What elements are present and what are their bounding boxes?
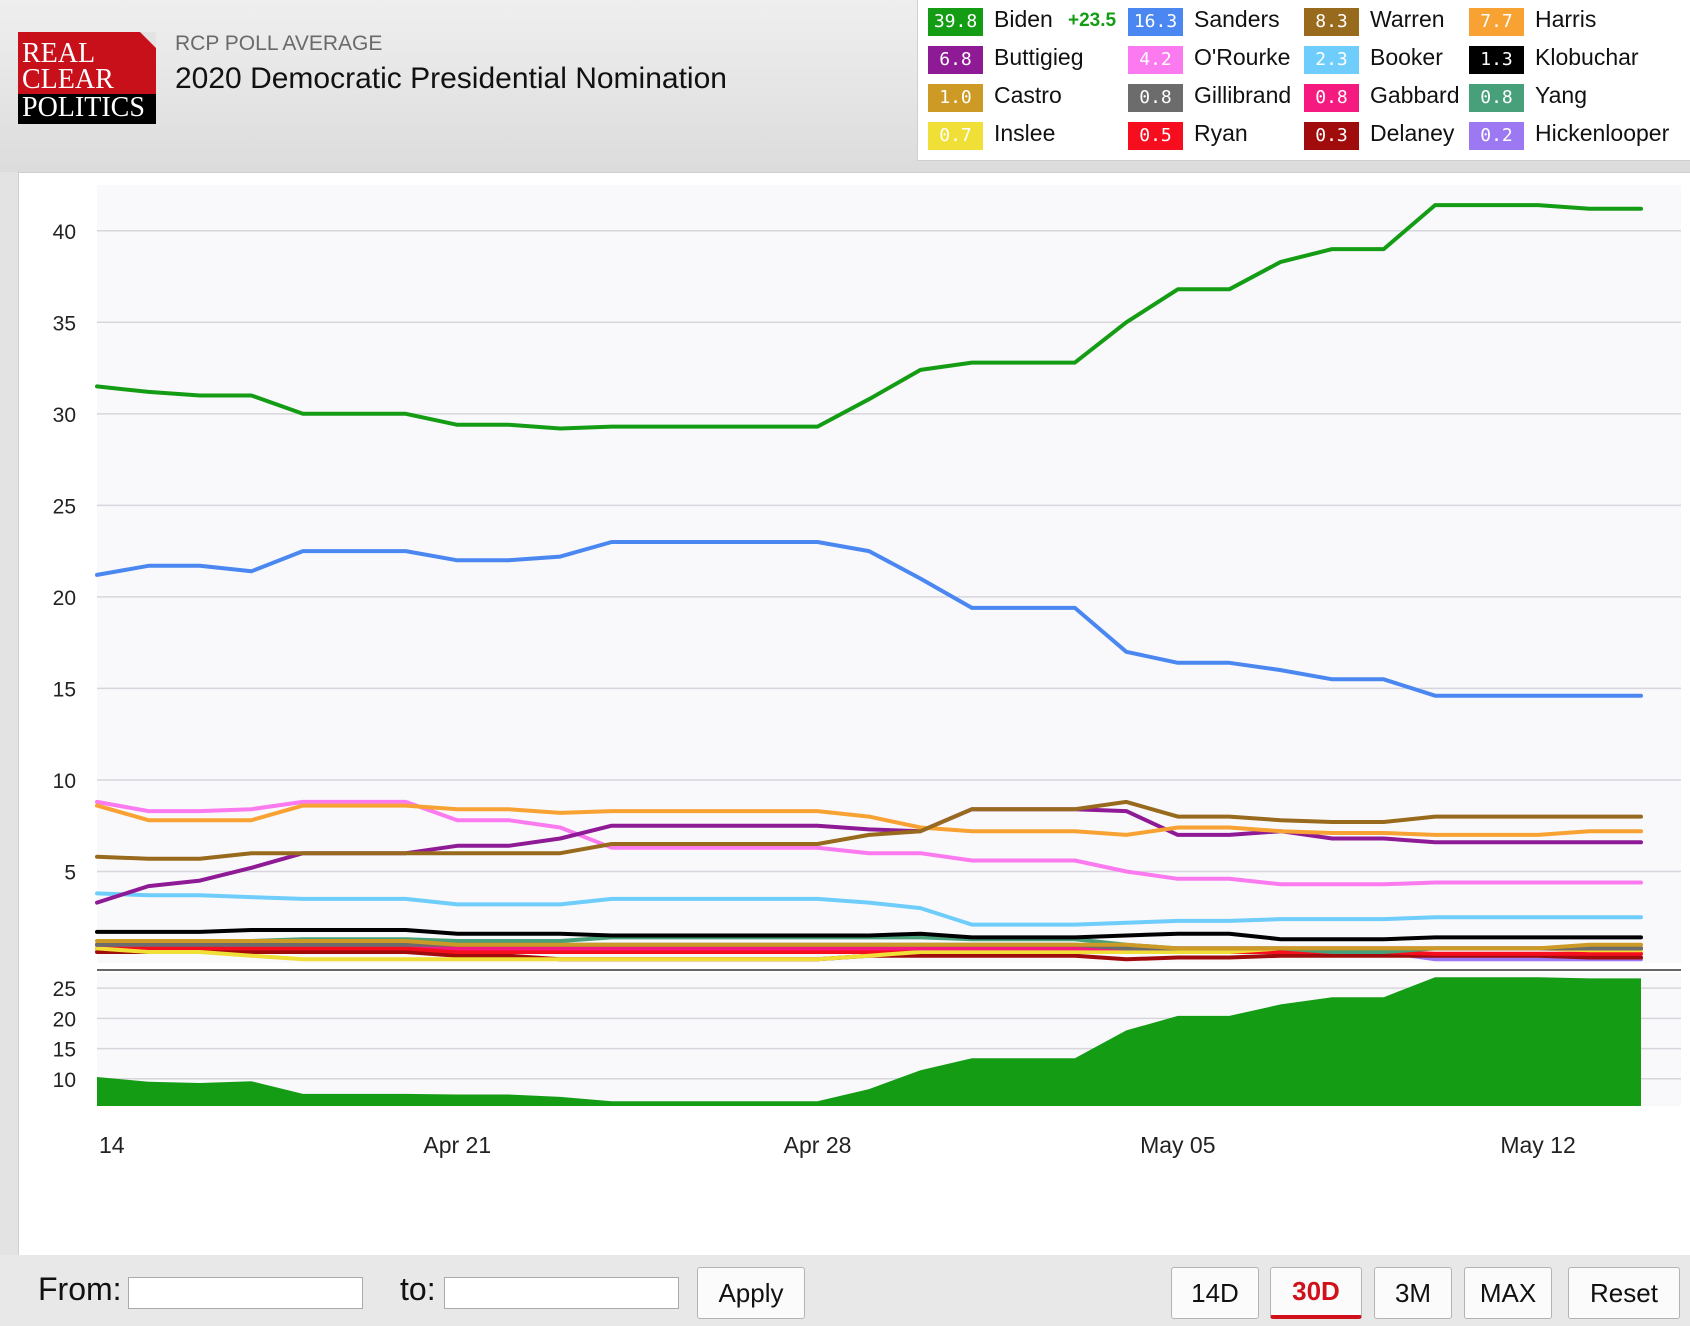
legend-name: Castro <box>994 82 1062 108</box>
logo-line-3: POLITICS <box>22 92 145 123</box>
legend-lead: +23.5 <box>1068 10 1117 31</box>
y-tick-label: 30 <box>53 404 76 427</box>
legend-name: Hickenlooper <box>1535 120 1670 146</box>
legend-value-badge: 2.3 <box>1304 46 1359 74</box>
range-3m-button[interactable]: 3M <box>1374 1267 1452 1319</box>
chart-panel: 5 10 15 20 25 30 35 40 10 15 20 25 14 Apr 21 Apr 28 May… <box>18 172 1690 1255</box>
legend-name: Delaney <box>1370 120 1455 146</box>
range-14d-button[interactable]: 14D <box>1171 1267 1259 1319</box>
legend-value-badge: 7.7 <box>1469 8 1524 36</box>
y-tick-label: 40 <box>53 221 76 244</box>
legend-value-badge: 6.8 <box>928 46 983 74</box>
page-title: 2020 Democratic Presidential Nomination <box>175 62 727 95</box>
logo-line-1: REAL <box>22 38 96 69</box>
spread-area-biden-lead <box>97 977 1641 1106</box>
spread-y-tick-label: 25 <box>53 978 76 1001</box>
logo-line-2: CLEAR <box>22 64 114 95</box>
legend-name: Booker <box>1370 44 1443 70</box>
header: REAL CLEAR POLITICS RCP POLL AVERAGE 202… <box>0 0 1690 172</box>
legend-value-badge: 1.3 <box>1469 46 1524 74</box>
legend-name: Inslee <box>994 120 1056 146</box>
legend-value-badge: 0.5 <box>1128 122 1183 150</box>
series-line-castro <box>95 939 1643 951</box>
x-tick-label: May 05 <box>1140 1132 1215 1158</box>
legend-name: Gabbard <box>1370 82 1460 108</box>
to-date-input[interactable] <box>444 1277 679 1309</box>
legend-name: Sanders <box>1194 6 1280 32</box>
y-tick-label: 15 <box>53 678 76 701</box>
legend-value-badge: 1.0 <box>928 84 983 112</box>
legend-value-badge: 0.8 <box>1128 84 1183 112</box>
series-line-o-rourke <box>95 799 1643 887</box>
legend: 39.8 Biden +23.5 16.3 Sanders 8.3 Warren 7.7 Har… <box>917 0 1690 161</box>
x-tick-label: 14 <box>99 1132 125 1158</box>
legend-name: Harris <box>1535 6 1597 32</box>
chart-svg: 5 10 15 20 25 30 35 40 10 15 20 25 14 Apr 21 Apr 28 May… <box>53 185 1681 1158</box>
x-tick-label: Apr 28 <box>784 1132 852 1158</box>
range-30d-button[interactable]: 30D <box>1270 1267 1362 1319</box>
legend-name: Ryan <box>1194 120 1248 146</box>
y-tick-label: 25 <box>53 495 76 518</box>
legend-name: Yang <box>1535 82 1588 108</box>
main-plot-area <box>97 185 1681 963</box>
rcp-logo[interactable]: REAL CLEAR POLITICS <box>18 32 156 124</box>
y-tick-label: 5 <box>64 861 76 884</box>
series-line-harris <box>95 803 1643 837</box>
reset-button[interactable]: Reset <box>1568 1267 1680 1319</box>
legend-value-badge: 0.7 <box>928 122 983 150</box>
legend-value-badge: 16.3 <box>1128 8 1183 36</box>
controls-bar: From: to: Apply 14D 30D 3M MAX Reset <box>0 1255 1690 1326</box>
legend-value-badge: 39.8 <box>928 8 983 36</box>
logo-red-block <box>18 32 156 94</box>
legend-value-badge: 8.3 <box>1304 8 1359 36</box>
legend-value-badge: 0.3 <box>1304 122 1359 150</box>
legend-name: Gillibrand <box>1194 82 1292 108</box>
legend-value-badge: 0.8 <box>1304 84 1359 112</box>
legend-value-badge: 0.2 <box>1469 122 1524 150</box>
apply-button[interactable]: Apply <box>697 1267 805 1319</box>
kicker: RCP POLL AVERAGE <box>175 32 383 55</box>
legend-name: O'Rourke <box>1194 44 1291 70</box>
series-line-booker <box>95 891 1643 927</box>
spread-y-tick-label: 15 <box>53 1039 76 1062</box>
to-label: to: <box>400 1271 436 1307</box>
from-date-input[interactable] <box>128 1277 363 1309</box>
spread-y-tick-label: 20 <box>53 1008 76 1031</box>
x-tick-label: May 12 <box>1500 1132 1575 1158</box>
legend-name: Klobuchar <box>1535 44 1639 70</box>
series-line-sanders <box>95 540 1643 698</box>
range-max-button[interactable]: MAX <box>1464 1267 1552 1319</box>
series-line-warren <box>95 799 1643 861</box>
legend-value-badge: 4.2 <box>1128 46 1183 74</box>
legend-value-badge: 0.8 <box>1469 84 1524 112</box>
y-tick-label: 20 <box>53 587 76 610</box>
series-line-biden <box>95 203 1643 431</box>
legend-name: Buttigieg <box>994 44 1084 70</box>
from-label: From: <box>38 1271 122 1307</box>
legend-name: Warren <box>1370 6 1445 32</box>
y-tick-label: 35 <box>53 312 76 335</box>
y-tick-label: 10 <box>53 770 76 793</box>
x-tick-label: Apr 21 <box>423 1132 491 1158</box>
legend-name: Biden <box>994 6 1053 32</box>
series-line-klobuchar <box>95 928 1643 942</box>
spread-y-tick-label: 10 <box>53 1069 76 1092</box>
